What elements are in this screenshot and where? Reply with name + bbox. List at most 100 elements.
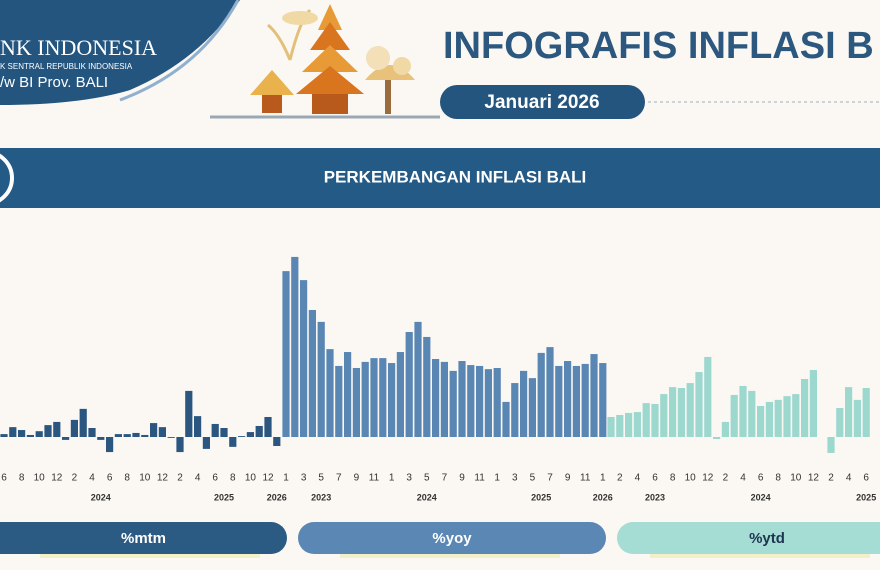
x-tick-label: 3 bbox=[301, 473, 307, 484]
panel-title: %ytd bbox=[749, 530, 785, 547]
bar bbox=[651, 403, 659, 437]
bar bbox=[414, 321, 422, 437]
logo-banner bbox=[0, 0, 240, 105]
x-tick-label: 1 bbox=[389, 473, 395, 484]
bar bbox=[18, 430, 26, 437]
bar bbox=[511, 383, 519, 437]
bar bbox=[730, 394, 738, 437]
bar bbox=[300, 280, 308, 437]
x-tick-label: 7 bbox=[442, 473, 448, 484]
bar bbox=[669, 387, 677, 437]
bar bbox=[88, 428, 96, 437]
x-tick-label: 10 bbox=[34, 473, 46, 484]
x-tick-label: 5 bbox=[424, 473, 430, 484]
bar bbox=[599, 363, 607, 437]
bar bbox=[264, 416, 272, 437]
x-tick-label: 12 bbox=[51, 473, 63, 484]
bar bbox=[388, 363, 396, 437]
x-tick-label: 5 bbox=[318, 473, 324, 484]
year-label: 2023 bbox=[645, 492, 665, 502]
bar bbox=[238, 436, 246, 437]
x-tick-label: 3 bbox=[406, 473, 412, 484]
bar bbox=[396, 352, 404, 437]
bar bbox=[564, 361, 572, 437]
panel-pill bbox=[617, 522, 880, 554]
x-tick-label: 10 bbox=[685, 473, 697, 484]
bar bbox=[176, 437, 184, 453]
org-name: NK INDONESIA bbox=[0, 35, 157, 60]
x-tick-label: 6 bbox=[107, 473, 113, 484]
x-tick-label: 8 bbox=[670, 473, 676, 484]
bar bbox=[862, 387, 870, 437]
x-tick-label: 4 bbox=[846, 473, 852, 484]
x-tick-label: 7 bbox=[547, 473, 553, 484]
bar bbox=[607, 416, 615, 437]
bar bbox=[581, 363, 589, 437]
x-tick-label: 8 bbox=[19, 473, 25, 484]
year-label: 2024 bbox=[751, 492, 771, 502]
x-tick-label: 9 bbox=[565, 473, 571, 484]
bar bbox=[713, 437, 721, 440]
section-bar bbox=[0, 148, 880, 208]
period-pill bbox=[440, 85, 645, 119]
bar bbox=[449, 370, 457, 437]
x-tick-label: 6 bbox=[212, 473, 218, 484]
bar bbox=[423, 336, 431, 437]
x-tick-label: 5 bbox=[530, 473, 536, 484]
bar bbox=[520, 370, 528, 437]
bar bbox=[546, 347, 554, 437]
bar bbox=[458, 361, 466, 437]
bar bbox=[246, 432, 254, 437]
x-tick-label: 11 bbox=[474, 473, 485, 484]
bar bbox=[273, 437, 281, 446]
bar bbox=[836, 408, 844, 437]
bar bbox=[211, 423, 219, 437]
panel-pill bbox=[298, 522, 606, 554]
bar bbox=[537, 352, 545, 437]
bar bbox=[572, 365, 580, 437]
bar bbox=[616, 414, 624, 437]
bar bbox=[625, 412, 633, 437]
x-tick-label: 4 bbox=[635, 473, 641, 484]
bar bbox=[132, 432, 140, 437]
bar bbox=[35, 431, 43, 437]
bar bbox=[194, 416, 202, 437]
x-tick-label: 4 bbox=[195, 473, 201, 484]
x-tick-label: 10 bbox=[139, 473, 151, 484]
x-tick-label: 1 bbox=[600, 473, 606, 484]
bar bbox=[467, 365, 475, 437]
x-tick-label: 12 bbox=[702, 473, 714, 484]
bar bbox=[352, 367, 360, 437]
x-tick-label: 8 bbox=[230, 473, 236, 484]
bar bbox=[493, 367, 501, 437]
x-tick-label: 11 bbox=[369, 473, 380, 484]
section-title: PERKEMBANGAN INFLASI BALI bbox=[324, 167, 587, 186]
bar bbox=[484, 369, 492, 437]
bar bbox=[432, 358, 440, 437]
bar bbox=[79, 408, 87, 437]
x-tick-label: 12 bbox=[262, 473, 274, 484]
x-tick-label: 7 bbox=[336, 473, 342, 484]
bar bbox=[827, 437, 835, 453]
bar bbox=[792, 394, 800, 437]
bar bbox=[158, 427, 166, 437]
temple-illustration bbox=[210, 4, 440, 119]
bar bbox=[757, 405, 765, 437]
panel-pill bbox=[0, 522, 287, 554]
bar bbox=[167, 437, 175, 438]
year-label: 2025 bbox=[856, 492, 876, 502]
x-tick-label: 3 bbox=[512, 473, 518, 484]
x-tick-label: 10 bbox=[245, 473, 257, 484]
year-label: 2026 bbox=[593, 492, 613, 502]
bar bbox=[114, 434, 122, 437]
bar bbox=[809, 370, 817, 437]
x-tick-label: 12 bbox=[808, 473, 820, 484]
x-tick-label: 12 bbox=[157, 473, 169, 484]
x-tick-label: 6 bbox=[652, 473, 658, 484]
bar bbox=[370, 358, 378, 437]
x-tick-label: 6 bbox=[758, 473, 764, 484]
bar bbox=[62, 437, 70, 440]
bar bbox=[0, 434, 8, 437]
bar bbox=[748, 390, 756, 437]
